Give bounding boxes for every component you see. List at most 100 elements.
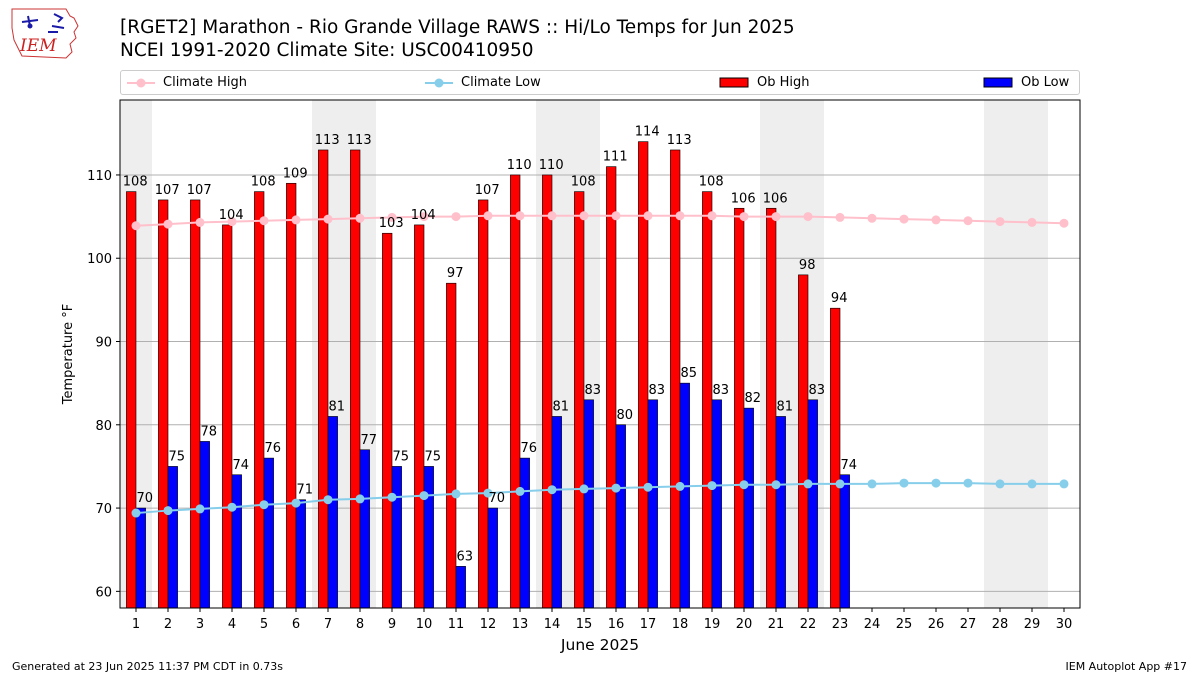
- climate-low-point: [291, 498, 301, 508]
- ob-low-bar: [263, 457, 274, 609]
- x-tick-label: 7: [324, 617, 332, 632]
- ob-high-bar: [510, 174, 521, 609]
- legend-label: Climate Low: [461, 75, 541, 90]
- climate-low-point: [483, 488, 493, 498]
- climate-high-line: [135, 214, 1065, 227]
- climate-high-point: [675, 211, 685, 221]
- ob-high-bar: [798, 274, 809, 609]
- legend-item-climate-low: Climate Low: [425, 73, 541, 92]
- ob-high-label: 94: [831, 291, 848, 306]
- ob-low-label: 81: [329, 399, 346, 414]
- ob-low-label: 77: [361, 433, 378, 448]
- ob-low-bar: [327, 416, 338, 609]
- ob-low-bar: [807, 399, 818, 609]
- climate-high-point: [195, 217, 205, 227]
- climate-high-point: [419, 212, 429, 222]
- ob-high-bar: [542, 174, 553, 609]
- climate-high-point: [899, 214, 909, 224]
- x-tick-label: 21: [768, 617, 785, 632]
- x-tick-label: 19: [704, 617, 721, 632]
- plot-frame: [119, 99, 1081, 609]
- ob-high-bar: [766, 207, 777, 609]
- y-axis-label: Temperature °F: [61, 304, 76, 405]
- ob-low-label: 81: [553, 399, 570, 414]
- climate-high-point: [451, 212, 461, 222]
- climate-high-point: [387, 212, 397, 222]
- ob-low-label: 75: [425, 449, 442, 464]
- ob-high-label: 113: [347, 133, 372, 148]
- logo-text: IEM: [19, 36, 57, 56]
- ob-high-bar: [702, 191, 713, 609]
- ob-low-bar: [455, 566, 466, 609]
- climate-low-point: [1059, 479, 1069, 489]
- climate-high-point: [771, 212, 781, 222]
- x-tick-label: 27: [960, 617, 977, 632]
- climate-low-point: [1027, 479, 1037, 489]
- ob-low-bar: [487, 507, 498, 609]
- x-tick-label: 11: [448, 617, 465, 632]
- ob-low-bar: [839, 474, 850, 609]
- climate-low-point: [163, 506, 173, 516]
- chart-subtitle: NCEI 1991-2020 Climate Site: USC00410950: [120, 40, 534, 61]
- x-tick-label: 20: [736, 617, 753, 632]
- ob-high-label: 104: [411, 208, 436, 223]
- climate-high-line-icon: [127, 78, 155, 87]
- ob-high-label: 97: [447, 266, 464, 281]
- climate-high-point: [579, 211, 589, 221]
- ob-high-label: 106: [763, 191, 788, 206]
- legend-label: Ob High: [757, 75, 810, 90]
- ob-high-bar: [286, 182, 297, 609]
- legend-label: Climate High: [163, 75, 248, 90]
- climate-low-line-icon: [425, 78, 453, 87]
- ob-high-bar: [158, 199, 169, 609]
- climate-low-point: [995, 479, 1005, 489]
- climate-high-point: [931, 215, 941, 225]
- legend-item-climate-high: Climate High: [127, 73, 247, 92]
- climate-low-point: [867, 479, 877, 489]
- ob-high-label: 98: [799, 258, 816, 273]
- climate-high-point: [291, 215, 301, 225]
- climate-high-point: [739, 212, 749, 222]
- climate-low-point: [323, 495, 333, 505]
- climate-low-point: [963, 478, 973, 488]
- climate-high-point: [323, 214, 333, 224]
- ob-low-swatch-icon: [983, 77, 1013, 87]
- x-tick-label: 5: [260, 617, 268, 632]
- ob-low-bar: [519, 457, 530, 609]
- x-tick-label: 23: [832, 617, 849, 632]
- ob-low-label: 78: [201, 424, 218, 439]
- climate-low-point: [227, 502, 237, 512]
- x-tick-label: 28: [992, 617, 1009, 632]
- ob-low-bar: [551, 416, 562, 609]
- climate-low-point: [643, 482, 653, 492]
- ob-low-bar: [679, 382, 690, 609]
- climate-low-point: [579, 484, 589, 494]
- ob-high-label: 114: [635, 125, 660, 140]
- ob-low-label: 71: [297, 483, 314, 498]
- iem-logo: IEM: [11, 8, 79, 59]
- ob-high-label: 107: [187, 183, 212, 198]
- x-tick-label: 18: [672, 617, 689, 632]
- climate-low-point: [515, 486, 525, 496]
- ob-high-bar: [830, 307, 841, 609]
- x-tick-label: 30: [1056, 617, 1073, 632]
- y-tick-label: 90: [95, 336, 112, 351]
- x-tick-label: 26: [928, 617, 945, 632]
- climate-low-line: [135, 482, 1064, 515]
- ob-low-label: 83: [713, 383, 730, 398]
- weekend-band: [1016, 100, 1048, 608]
- climate-low-point: [131, 508, 141, 518]
- climate-low-point: [835, 479, 845, 489]
- ob-low-bar: [295, 499, 306, 609]
- ob-high-label: 108: [123, 175, 148, 190]
- x-tick-label: 4: [228, 617, 236, 632]
- ob-low-bar: [711, 399, 722, 609]
- ob-low-bar: [135, 507, 146, 609]
- climate-high-point: [483, 211, 493, 221]
- x-tick-label: 6: [292, 617, 300, 632]
- weekend-band: [984, 100, 1016, 608]
- climate-high-point: [803, 212, 813, 222]
- legend: Climate High Climate Low Ob High Ob Low: [120, 70, 1080, 95]
- legend-item-ob-high: Ob High: [719, 73, 810, 92]
